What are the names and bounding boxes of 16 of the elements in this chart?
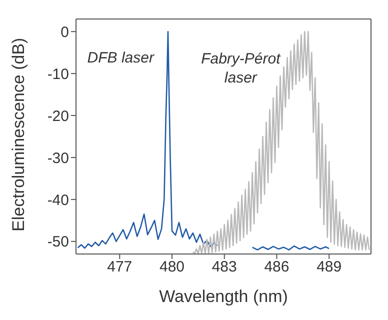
- y-axis-title: Electroluminescence (dB): [9, 38, 28, 232]
- series-label: DFB laser: [87, 50, 155, 67]
- y-tick-label: -20: [47, 108, 69, 125]
- line-series: [192, 30, 370, 254]
- y-tick-label: -50: [47, 234, 69, 251]
- x-tick-label: 483: [212, 258, 237, 276]
- x-tick-label: 480: [159, 258, 185, 276]
- y-tick-label: 0: [60, 24, 69, 41]
- y-tick-label: -10: [47, 66, 69, 83]
- x-tick-label: 489: [316, 258, 342, 276]
- x-axis-title: Wavelength (nm): [159, 287, 288, 306]
- y-tick-label: -30: [47, 150, 69, 167]
- y-tick-label: -40: [47, 192, 69, 209]
- series-label: Fabry-Pérot laser: [201, 50, 282, 87]
- x-tick-label: 486: [264, 258, 290, 276]
- x-tick-label: 477: [107, 258, 132, 276]
